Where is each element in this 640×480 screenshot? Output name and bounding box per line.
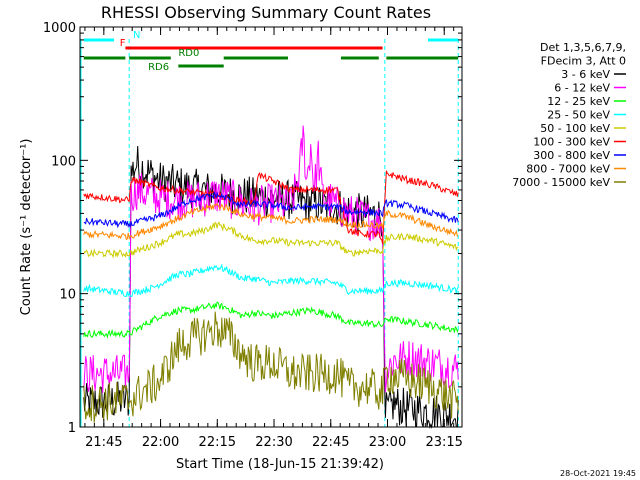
plot-frame [79, 26, 463, 428]
series-line-8 [83, 311, 459, 423]
legend-entry-0: 3 - 6 keV [561, 68, 610, 81]
series-line-7 [83, 202, 459, 241]
series-line-2 [83, 301, 459, 339]
x-tick-label-3: 22:30 [255, 435, 292, 450]
x-tick-label-5: 23:00 [369, 435, 406, 450]
legend: Det 1,3,5,6,7,9,FDecim 3, Att 03 - 6 keV… [512, 41, 626, 189]
series-line-0 [83, 145, 459, 429]
data-series-group [83, 125, 459, 429]
footer-date: 28-Oct-2021 19:45 [560, 469, 636, 478]
y-axis-label: Count Rate (s⁻¹ detector⁻¹) [19, 139, 34, 316]
series-line-1 [83, 125, 459, 393]
y-tick-label-0: 1 [68, 421, 76, 436]
observing-flag-bars: NF RD0 RD6 [83, 30, 459, 73]
x-tick-label-1: 22:00 [142, 435, 179, 450]
legend-entry-3: 25 - 50 keV [547, 109, 610, 122]
y-tick-label-3: 1000 [43, 21, 76, 36]
y-tick-label-1: 10 [59, 288, 76, 303]
legend-entry-1: 6 - 12 keV [554, 82, 610, 95]
legend-entry-5: 100 - 300 keV [533, 136, 610, 149]
x-tick-label-4: 22:45 [312, 435, 349, 450]
y-tick-label-2: 100 [51, 154, 76, 169]
legend-entry-4: 50 - 100 keV [540, 122, 610, 135]
legend-entry-7: 800 - 7000 keV [526, 163, 610, 176]
series-line-3 [83, 263, 459, 298]
series-line-6 [83, 190, 459, 229]
series-line-4 [83, 221, 459, 259]
x-tick-label-0: 21:45 [85, 435, 122, 450]
flag-label-f: F [120, 38, 126, 49]
chart-title: RHESSI Observing Summary Count Rates [101, 3, 431, 22]
series-line-5 [83, 170, 459, 244]
flag-label-n: N [133, 30, 140, 41]
x-axis-label: Start Time (18-Jun-15 21:39:42) [176, 457, 384, 472]
legend-header-0: Det 1,3,5,6,7,9, [540, 41, 626, 54]
legend-entry-6: 300 - 800 keV [533, 149, 610, 162]
legend-entry-2: 12 - 25 keV [547, 95, 610, 108]
flag-label-rd0: RD0 [178, 48, 199, 59]
x-tick-label-6: 23:15 [425, 435, 462, 450]
flag-label-rd6: RD6 [148, 62, 169, 73]
axes: 1 10 100 1000 21:45 22:00 22:15 22:30 22:45 23:00… [43, 21, 463, 450]
legend-entry-8: 7000 - 15000 keV [512, 176, 610, 189]
legend-header-1: FDecim 3, Att 0 [541, 55, 626, 68]
x-tick-label-2: 22:15 [199, 435, 236, 450]
